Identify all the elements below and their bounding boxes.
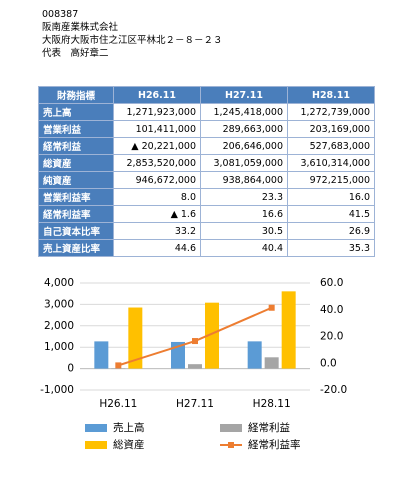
bar [205, 302, 219, 369]
value-cell: 1,271,923,000 [113, 103, 201, 121]
value-cell: 40.4 [200, 239, 288, 257]
legend-swatch [85, 424, 107, 432]
table-row: 売上資産比率 44.6 40.4 35.3 [38, 239, 375, 257]
row-label: 売上高 [38, 103, 114, 121]
line-marker [192, 338, 198, 345]
y2-tick-label: 40.0 [320, 304, 343, 316]
value-cell: 16.6 [200, 205, 288, 223]
bar [171, 341, 185, 369]
value-cell: ▲ 1.6 [113, 205, 201, 223]
row-label: 売上資産比率 [38, 239, 114, 257]
y-tick-label: 1,000 [44, 341, 74, 353]
representative: 代表 高好章二 [42, 48, 109, 59]
table-row: 営業利益 101,411,000 289,663,000 203,169,000 [38, 120, 375, 138]
header-cell: H26.11 [113, 86, 201, 104]
row-label: 経常利益 [38, 137, 114, 155]
bar [94, 341, 109, 369]
value-cell: 206,646,000 [200, 137, 288, 155]
value-cell: 23.3 [200, 188, 288, 206]
legend-swatch [85, 441, 107, 449]
value-cell: 8.0 [113, 188, 201, 206]
table-row: 純資産 946,672,000 938,864,000 972,215,000 [38, 171, 375, 189]
header-cell: H28.11 [287, 86, 375, 104]
row-label: 総資産 [38, 154, 114, 172]
legend-label: 経常利益 [248, 421, 290, 434]
x-tick-label: H28.11 [253, 398, 291, 410]
value-cell: 30.5 [200, 222, 288, 240]
y2-tick-label: 0.0 [320, 357, 337, 369]
value-cell: 44.6 [113, 239, 201, 257]
value-cell: 203,169,000 [287, 120, 375, 138]
value-cell: 3,610,314,000 [287, 154, 375, 172]
value-cell: 101,411,000 [113, 120, 201, 138]
value-cell: 1,272,739,000 [287, 103, 375, 121]
row-label: 経常利益率 [38, 205, 114, 223]
code: 008387 [42, 9, 79, 20]
legend-label: 経常利益率 [248, 438, 301, 451]
y-tick-label: -1,000 [40, 384, 74, 396]
value-cell: 1,245,418,000 [200, 103, 288, 121]
chart: -1,000 0 1,000 2,000 3,000 4,000 -20.0 0.0 20.0 4… [40, 277, 347, 451]
value-cell: 946,672,000 [113, 171, 201, 189]
table-row: 自己資本比率 33.2 30.5 26.9 [38, 222, 375, 240]
value-cell: 972,215,000 [287, 171, 375, 189]
legend-marker [228, 442, 234, 448]
bar [247, 341, 262, 369]
value-cell: 26.9 [287, 222, 375, 240]
value-cell: ▲ 20,221,000 [113, 137, 201, 155]
value-cell: 16.0 [287, 188, 375, 206]
header-cell: 財務指標 [38, 86, 114, 104]
value-cell: 938,864,000 [200, 171, 288, 189]
y-tick-label: 0 [67, 363, 74, 375]
legend-label: 売上高 [113, 421, 145, 434]
table-row: 経常利益率 ▲ 1.6 16.6 41.5 [38, 205, 375, 223]
table-row: 営業利益率 8.0 23.3 16.0 [38, 188, 375, 206]
y2-tick-label: -20.0 [320, 384, 347, 396]
header-cell: H27.11 [200, 86, 288, 104]
company-name: 阪南産業株式会社 [42, 22, 119, 33]
company-header: 008387 阪南産業株式会社 大阪府大阪市住之江区平林北２－８－２３ 代表 高… [42, 8, 223, 60]
address: 大阪府大阪市住之江区平林北２－８－２３ [42, 35, 223, 46]
bar [128, 307, 143, 369]
x-tick-label: H27.11 [176, 398, 214, 410]
line-marker [268, 304, 275, 311]
legend-label: 総資産 [113, 438, 145, 451]
row-label: 純資産 [38, 171, 114, 189]
bar [188, 364, 202, 369]
legend-swatch [220, 424, 242, 432]
table-row: 総資産 2,853,520,000 3,081,059,000 3,610,314,0… [38, 154, 375, 172]
financial-table: 財務指標 H26.11 H27.11 H28.11 売上高 1,271,923,000 1,… [38, 86, 375, 257]
y2-tick-label: 20.0 [320, 331, 343, 343]
value-cell: 33.2 [113, 222, 201, 240]
value-cell: 2,853,520,000 [113, 154, 201, 172]
value-cell: 41.5 [287, 205, 375, 223]
table-row: 売上高 1,271,923,000 1,245,418,000 1,272,739,0… [38, 103, 375, 121]
line-marker [115, 362, 122, 369]
row-label: 自己資本比率 [38, 222, 114, 240]
table-row: 経常利益 ▲ 20,221,000 206,646,000 527,683,000 [38, 137, 375, 155]
row-label: 営業利益 [38, 120, 114, 138]
y-tick-label: 3,000 [44, 298, 74, 310]
value-cell: 35.3 [287, 239, 375, 257]
x-tick-label: H26.11 [99, 398, 137, 410]
value-cell: 3,081,059,000 [200, 154, 288, 172]
y-tick-label: 4,000 [44, 277, 74, 289]
value-cell: 289,663,000 [200, 120, 288, 138]
y-tick-label: 2,000 [44, 320, 74, 332]
row-label: 営業利益率 [38, 188, 114, 206]
bar [281, 291, 296, 369]
value-cell: 527,683,000 [287, 137, 375, 155]
y2-tick-label: 60.0 [320, 277, 343, 289]
bar [264, 357, 279, 369]
header-row: 財務指標 H26.11 H27.11 H28.11 [38, 86, 375, 104]
